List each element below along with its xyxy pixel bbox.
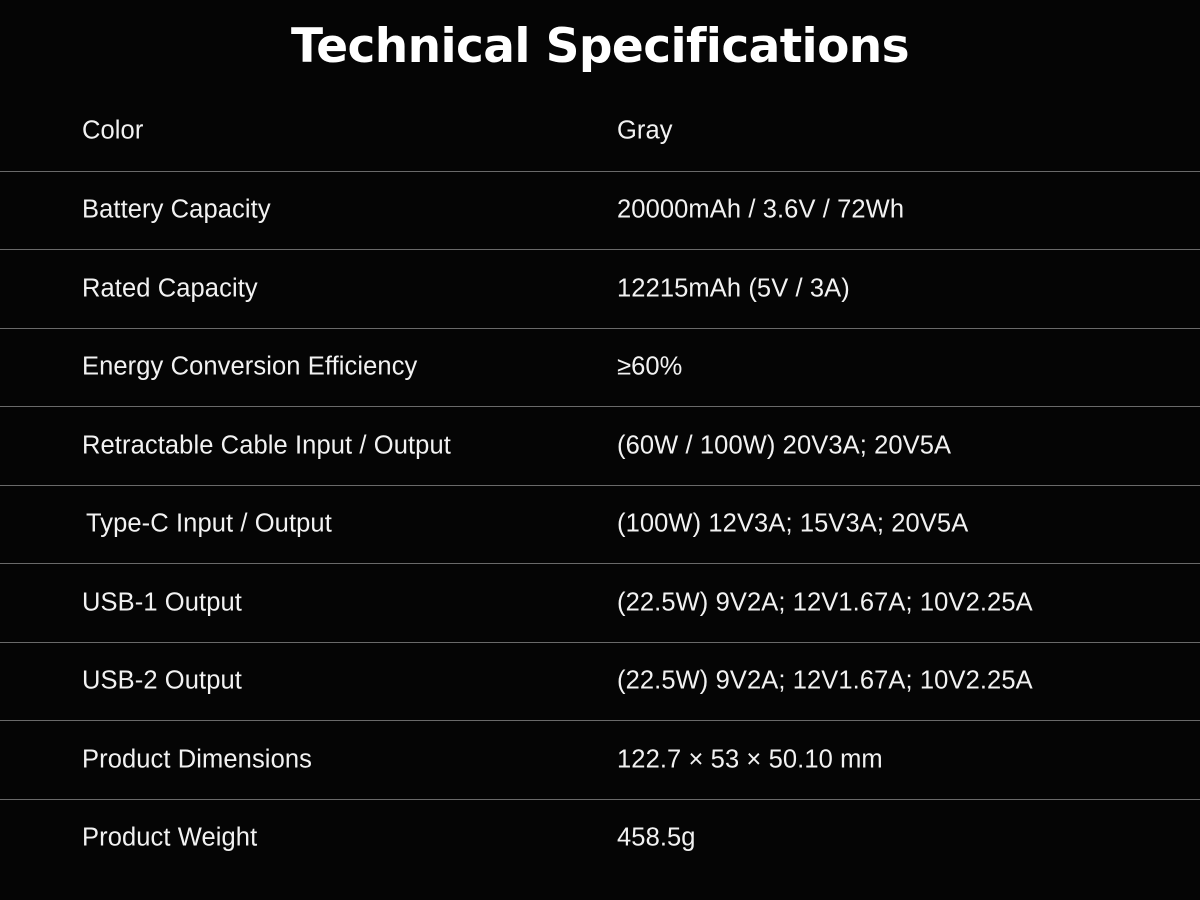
spec-label: Color — [82, 116, 144, 145]
spec-row: Retractable Cable Input / Output (60W / 1… — [0, 406, 1200, 485]
spec-row: Type-C Input / Output (100W) 12V3A; 15V3A… — [0, 484, 1200, 564]
spec-label: Retractable Cable Input / Output — [82, 431, 451, 460]
spec-value: ≥60% — [617, 352, 683, 381]
spec-label: USB-1 Output — [82, 588, 242, 617]
specifications-table: Color Gray Battery Capacity 20000mAh / 3.6V… — [0, 92, 1200, 877]
page-title-container: Technical Specifications — [0, 0, 1200, 92]
spec-label: Product Dimensions — [82, 745, 312, 774]
spec-value: 458.5g — [617, 823, 696, 852]
spec-row: Battery Capacity 20000mAh / 3.6V / 72Wh — [0, 170, 1200, 250]
spec-row: USB-1 Output (22.5W) 9V2A; 12V1.67A; 10V2… — [0, 563, 1200, 642]
spec-label: Type-C Input / Output — [86, 509, 332, 538]
spec-row: Energy Conversion Efficiency ≥60% — [0, 327, 1200, 407]
spec-row: Rated Capacity 12215mAh (5V / 3A) — [0, 249, 1200, 328]
spec-value: 20000mAh / 3.6V / 72Wh — [617, 195, 905, 224]
spec-value: (100W) 12V3A; 15V3A; 20V5A — [617, 509, 969, 538]
spec-row: Color Gray — [0, 92, 1200, 171]
spec-value: (22.5W) 9V2A; 12V1.67A; 10V2.25A — [617, 588, 1033, 617]
page-title: Technical Specifications — [290, 18, 910, 74]
spec-row: Product Dimensions 122.7 × 53 × 50.10 mm — [0, 720, 1200, 799]
spec-value: Gray — [617, 116, 673, 145]
spec-row: USB-2 Output (22.5W) 9V2A; 12V1.67A; 10V2… — [0, 641, 1200, 721]
spec-value: (60W / 100W) 20V3A; 20V5A — [617, 431, 952, 460]
spec-label: USB-2 Output — [82, 666, 242, 695]
spec-label: Battery Capacity — [82, 195, 271, 224]
spec-value: 12215mAh (5V / 3A) — [617, 274, 850, 303]
spec-row: Product Weight 458.5g — [0, 798, 1200, 878]
spec-label: Energy Conversion Efficiency — [82, 352, 418, 381]
spec-value: 122.7 × 53 × 50.10 mm — [617, 745, 883, 774]
spec-label: Product Weight — [82, 823, 258, 852]
spec-value: (22.5W) 9V2A; 12V1.67A; 10V2.25A — [617, 666, 1033, 695]
spec-label: Rated Capacity — [82, 274, 258, 303]
